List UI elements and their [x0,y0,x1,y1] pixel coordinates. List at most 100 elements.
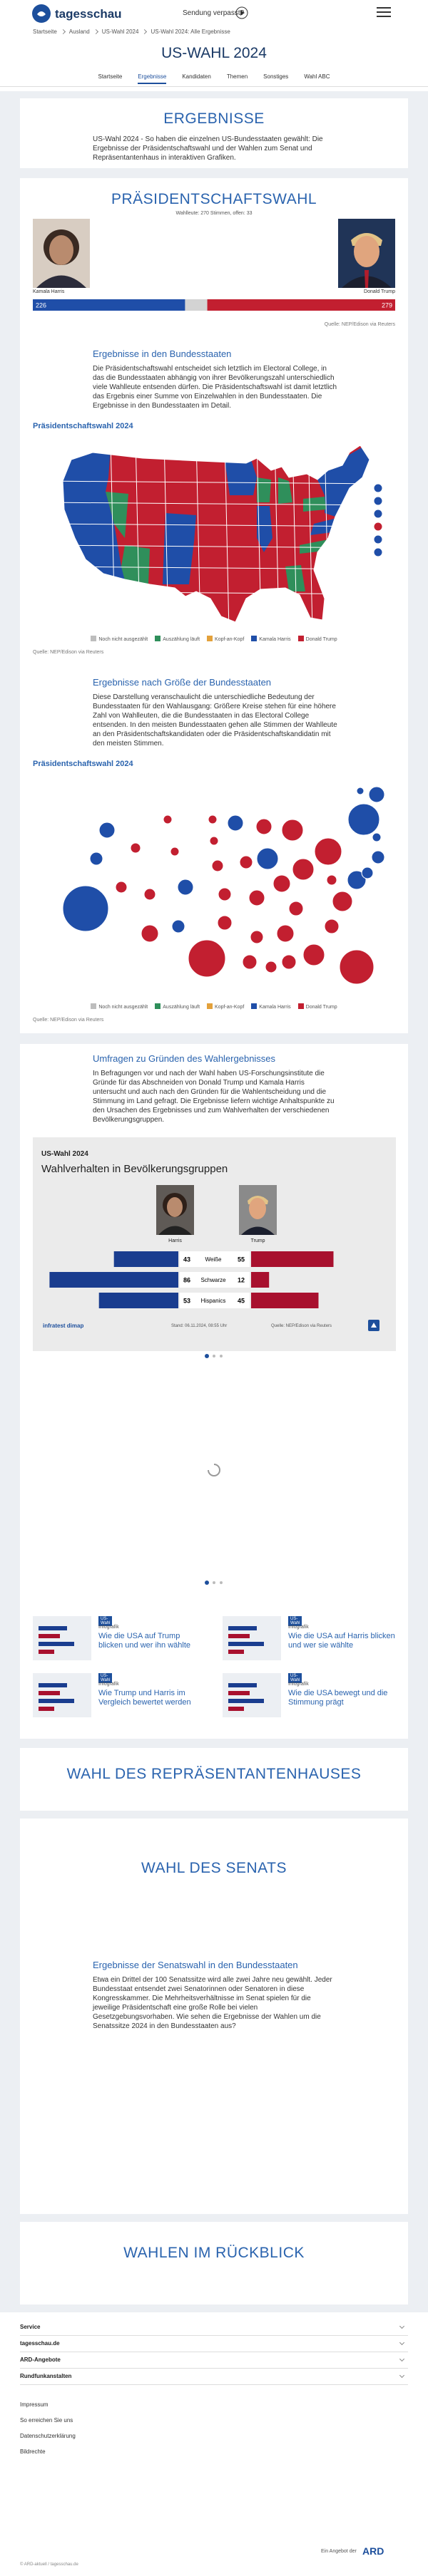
paragraph: In Befragungen vor und nach der Wahl hab… [93,1070,335,1124]
menu-icon[interactable] [377,6,391,18]
teaser-tag: US-Wahl [98,1616,113,1626]
teaser-title[interactable]: Wie die USA auf Trump blicken und wer ih… [98,1632,191,1650]
state-bubble [276,924,295,943]
vote-bar-trump [207,299,395,311]
brand: infratest dimap [43,1323,84,1329]
teaser-thumb[interactable] [223,1616,281,1660]
chart-label: Präsidentschaftswahl 2024 [33,422,133,430]
state-bubble [98,822,116,839]
teaser-thumb[interactable] [33,1673,91,1717]
footer-link[interactable]: Impressum [20,2401,49,2408]
state-bubble [143,888,156,901]
candidate-name: Kamala Harris [33,289,65,294]
missed-link[interactable]: Sendung verpasst? [183,9,245,17]
chevron [142,29,148,35]
state-border [224,445,230,622]
state-bubble [227,814,244,832]
subtitle-text: Wahlleute: 270 Stimmen, offen: [175,211,245,216]
state-region [317,445,370,517]
footer-link[interactable]: So erreichen Sie uns [20,2417,73,2424]
bar-harris [98,1293,178,1308]
infographic[interactable] [33,1137,396,1351]
teaser-title[interactable]: Wie die USA auf Harris blicken und wer s… [288,1632,395,1650]
bar-harris [113,1251,178,1267]
thumb-bar [39,1626,67,1630]
crumb[interactable]: US-Wahl 2024 [101,29,139,35]
footer-link[interactable]: Datenschutzerklärung [20,2433,76,2439]
nav-border [0,86,428,87]
state-bubble [130,842,141,854]
logo-text[interactable]: tagesschau [55,7,122,21]
teaser-title[interactable]: Wie Trump und Harris im Vergleich bewert… [98,1689,191,1707]
thumb-bar [39,1683,67,1687]
nav-item[interactable]: Startseite [98,73,123,80]
crumb[interactable]: Ausland [68,29,90,35]
state-bubble [141,924,159,943]
state-bubble [239,855,253,869]
card [20,1748,408,1811]
legend-label: Kamala Harris [259,637,291,642]
infographic-title: Wahlverhalten in Bevölkerungsgruppen [41,1163,228,1175]
nav-item[interactable]: Kandidaten [182,73,211,80]
state-bubble [302,943,325,966]
legend-item: Kopf-an-Kopf [207,636,244,642]
state-bubble [248,889,265,906]
vote-label: 279 [382,301,392,309]
thumb-bar [228,1642,264,1646]
footer-link[interactable]: Bildrechte [20,2448,46,2455]
date: Stand: 06.11.2024, 08:55 Uhr [171,1324,228,1328]
small-state [373,522,383,532]
subtitle: Wahlleute: 270 Stimmen, offen: 33 [20,211,408,216]
bar-harris [49,1272,179,1288]
candidate-name: Donald Trump [364,289,395,294]
small-state [373,534,383,544]
teaser-tag: US-Wahl [288,1616,302,1626]
nav-item[interactable]: Wahl ABC [304,73,330,80]
state-bubble [211,859,224,872]
logo-icon[interactable] [31,4,51,24]
state-bubble [163,814,173,824]
footer-section[interactable]: tagesschau.de [20,2336,408,2352]
teaser-kicker: Infografik [98,1682,119,1687]
small-state [373,483,383,493]
footer-section[interactable]: Rundfunkanstalten [20,2369,408,2385]
source: Quelle: NEP/Edison via Reuters [33,1018,104,1023]
teaser-title[interactable]: Wie die USA bewegt und die Stimmung präg… [288,1689,388,1707]
bar-trump [251,1251,334,1267]
footer-section[interactable]: ARD-Angebote [20,2352,408,2369]
legend-item: Auszählung läuft [155,1003,200,1010]
small-state [373,509,383,519]
nav-item[interactable]: Themen [226,73,248,80]
country-outline [62,445,370,623]
bar-trump [251,1293,319,1308]
group-label: Schwarze [200,1277,226,1283]
teaser-thumb[interactable] [33,1616,91,1660]
footer-section[interactable]: Service [20,2319,408,2336]
state-bubble [292,858,315,881]
section-title: WAHLEN IM RÜCKBLICK [123,2245,305,2261]
teaser-thumb[interactable] [223,1673,281,1717]
play-icon[interactable] [235,6,248,19]
ard-logo[interactable]: ARD [362,2545,384,2557]
breadcrumb: Startseite Ausland US-Wahl 2024 US-Wahl … [33,29,230,35]
legend-swatch [207,636,213,641]
footer [0,2312,428,2576]
legend-item: Noch nicht ausgezählt [91,1003,148,1010]
state-region [310,518,337,535]
source: Quelle: NEP/Edison via Reuters [33,650,104,655]
state-bubble [177,879,194,896]
thumb-bar [228,1707,244,1711]
nav-item[interactable]: Ergebnisse [138,73,167,84]
nav-item[interactable]: Sonstiges [263,73,289,80]
footer-section-label: Service [20,2324,41,2330]
copyright: © ARD-aktuell / tagesschau.de [20,2562,78,2567]
carousel-dots[interactable] [200,1579,228,1586]
chevron [399,2323,405,2329]
crumb[interactable]: Startseite [33,29,57,35]
infographic-kicker: US-Wahl 2024 [41,1150,88,1158]
carousel-dots[interactable] [200,1352,228,1360]
value-label: 53 [183,1297,190,1304]
state-bubble [281,954,297,970]
legend-swatch [251,636,258,641]
state-bubble [368,786,385,803]
